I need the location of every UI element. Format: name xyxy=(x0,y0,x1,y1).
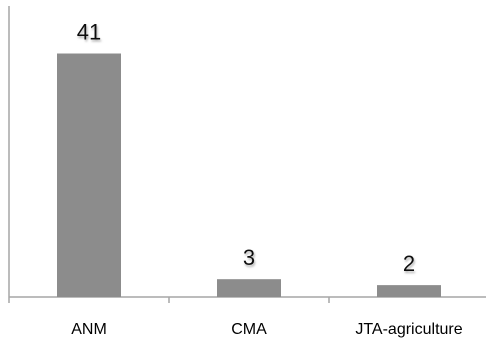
data-label-jta-agriculture: 2 xyxy=(403,251,415,276)
bar-cma xyxy=(217,279,281,297)
chart-data-labels: 41 3 2 xyxy=(77,20,415,277)
category-label-jta-agriculture: JTA-agriculture xyxy=(355,321,462,338)
category-label-cma: CMA xyxy=(231,321,267,338)
data-label-anm: 41 xyxy=(77,20,101,45)
bar-anm xyxy=(57,53,121,297)
chart-category-labels: ANM CMA JTA-agriculture xyxy=(71,321,463,338)
chart-bars xyxy=(57,53,441,297)
data-label-cma: 3 xyxy=(243,245,255,270)
category-label-anm: ANM xyxy=(71,321,107,338)
bar-jta-agriculture xyxy=(377,285,441,297)
